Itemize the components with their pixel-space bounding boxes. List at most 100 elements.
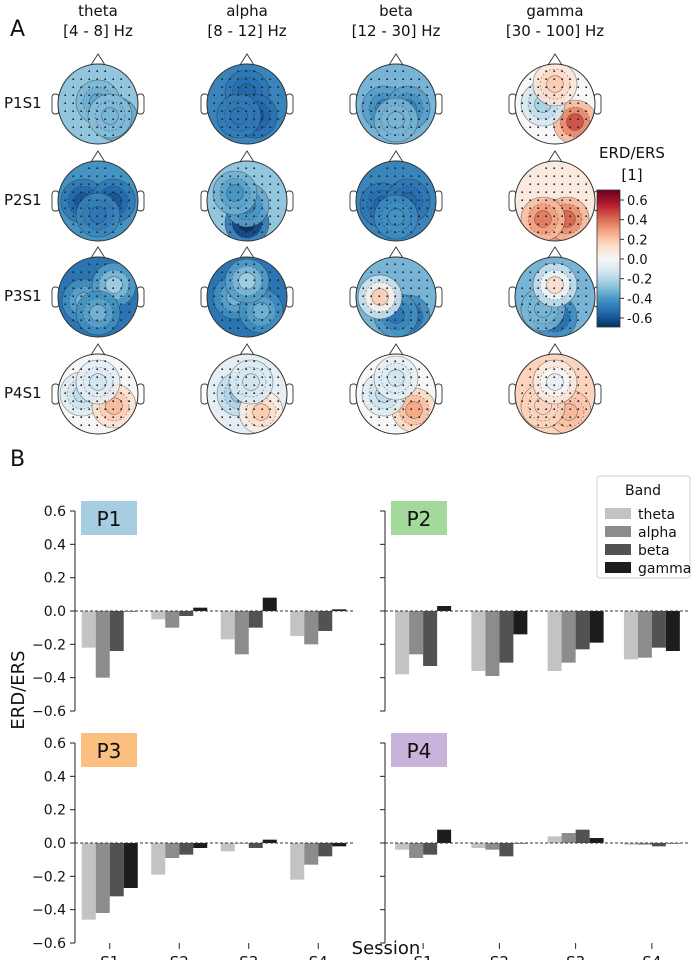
- sensor-dot: [394, 384, 397, 387]
- sensor-dot: [553, 287, 556, 290]
- sensor-dot: [96, 231, 99, 234]
- sensor-dot: [378, 271, 381, 274]
- sensor-dot: [585, 295, 588, 298]
- sensor-dot: [269, 376, 272, 379]
- sensor-dot: [213, 303, 216, 306]
- sensor-dot: [537, 327, 540, 330]
- legend-swatch-theta: [605, 508, 631, 519]
- sensor-dot: [88, 271, 91, 274]
- sensor-dot: [529, 400, 532, 403]
- sensor-dot: [378, 110, 381, 113]
- bar-theta: [151, 611, 166, 620]
- sensor-dot: [577, 408, 580, 411]
- sensor-dot: [112, 231, 115, 234]
- sensor-dot: [128, 110, 131, 113]
- sensor-dot: [88, 263, 91, 266]
- sensor-dot: [120, 384, 123, 387]
- sensor-dot: [537, 392, 540, 395]
- sensor-dot: [553, 134, 556, 137]
- sensor-dot: [96, 400, 99, 403]
- sensor-dot: [104, 303, 107, 306]
- sensor-dot: [237, 400, 240, 403]
- nose-shape: [239, 343, 255, 356]
- bar-theta: [471, 843, 486, 848]
- topomap-contour: [380, 299, 412, 331]
- sensor-dot: [253, 118, 256, 121]
- sensor-dot: [269, 78, 272, 81]
- topomap-contour: [520, 196, 566, 241]
- topomap: [349, 343, 443, 435]
- sensor-dot: [269, 183, 272, 186]
- sensor-dot: [112, 215, 115, 218]
- sensor-dot: [537, 287, 540, 290]
- topomap-contour: [231, 76, 263, 108]
- bar-alpha: [165, 611, 180, 628]
- bar-alpha: [409, 611, 424, 655]
- sensor-dot: [229, 311, 232, 314]
- sensor-dot: [362, 400, 365, 403]
- sensor-dot: [561, 183, 564, 186]
- sensor-dot: [378, 408, 381, 411]
- sensor-dot: [362, 207, 365, 210]
- head-outline: [514, 256, 596, 338]
- band-name-alpha: alpha: [226, 2, 268, 20]
- sensor-dot: [561, 207, 564, 210]
- colorbar-tick-label: 0.2: [627, 233, 648, 248]
- sensor-dot: [253, 134, 256, 137]
- sensor-dot: [229, 110, 232, 113]
- sensor-dot: [386, 231, 389, 234]
- sensor-dot: [410, 78, 413, 81]
- sensor-dot: [253, 319, 256, 322]
- bar-theta: [395, 611, 410, 675]
- sensor-dot: [569, 102, 572, 105]
- row-label-p2s1: P2S1: [4, 191, 42, 209]
- sensor-dot: [120, 392, 123, 395]
- sensor-dot: [370, 384, 373, 387]
- sensor-dot: [88, 408, 91, 411]
- nose-shape: [239, 53, 255, 66]
- sensor-dot: [569, 408, 572, 411]
- sensor-dot: [529, 175, 532, 178]
- sensor-dot: [418, 392, 421, 395]
- sensor-dot: [277, 94, 280, 97]
- sensor-dot: [253, 400, 256, 403]
- colorbar-tick-label: -0.4: [627, 292, 652, 307]
- sensor-dot: [386, 110, 389, 113]
- sensor-dot: [253, 175, 256, 178]
- sensor-dot: [585, 183, 588, 186]
- sensor-dot: [128, 199, 131, 202]
- y-tick-label: −0.4: [32, 903, 66, 919]
- sensor-dot: [261, 327, 264, 330]
- sensor-dot: [378, 215, 381, 218]
- topomap-contour: [392, 92, 424, 124]
- sensor-dot: [561, 295, 564, 298]
- sensor-dot: [418, 118, 421, 121]
- sensor-dot: [529, 384, 532, 387]
- topomap: [349, 53, 443, 145]
- y-tick-label: 0.0: [44, 836, 66, 852]
- sensor-dot: [410, 110, 413, 113]
- sensor-dot: [386, 416, 389, 419]
- bar-theta: [220, 843, 235, 852]
- topomap-contour: [224, 258, 270, 304]
- sensor-dot: [561, 70, 564, 73]
- sensor-dot: [386, 368, 389, 371]
- sensor-dot: [237, 223, 240, 226]
- sensor-dot: [80, 271, 83, 274]
- sensor-dot: [553, 215, 556, 218]
- sensor-dot: [96, 279, 99, 282]
- nose-shape: [388, 343, 404, 356]
- sensor-dot: [386, 126, 389, 129]
- sensor-dot: [221, 279, 224, 282]
- sensor-dot: [96, 94, 99, 97]
- sensor-dot: [112, 110, 115, 113]
- topomap-contour: [89, 206, 107, 224]
- sensor-dot: [245, 78, 248, 81]
- sensor-dot: [253, 327, 256, 330]
- sensor-dot: [221, 191, 224, 194]
- sensor-dot: [229, 384, 232, 387]
- sensor-dot: [64, 384, 67, 387]
- topomap-blob: [387, 208, 405, 226]
- sensor-dot: [128, 287, 131, 290]
- sensor-dot: [537, 400, 540, 403]
